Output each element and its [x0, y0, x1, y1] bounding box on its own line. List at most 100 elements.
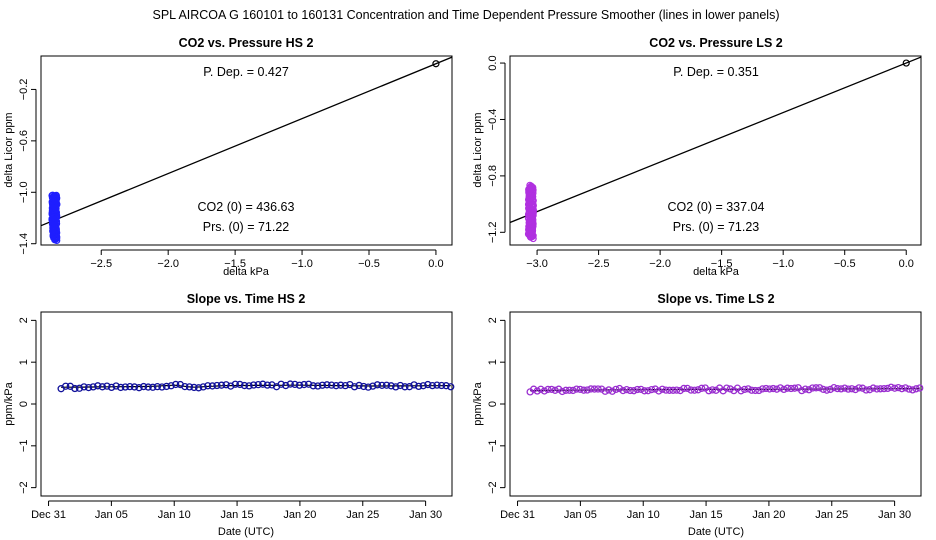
- data-point: [300, 380, 308, 389]
- x-tick-label: Jan 30: [409, 509, 442, 521]
- data-point: [647, 385, 656, 394]
- data-point: [744, 385, 752, 393]
- data-point: [268, 381, 276, 389]
- x-tick-label: Jan 05: [564, 509, 597, 521]
- data-point: [908, 386, 917, 394]
- data-point: [608, 387, 616, 395]
- x-tick-label: Jan 15: [690, 509, 723, 521]
- data-point: [690, 386, 699, 394]
- data-point: [98, 383, 107, 391]
- data-point: [680, 384, 688, 393]
- data-point: [217, 381, 226, 389]
- data-point: [673, 386, 681, 394]
- panel-title: Slope vs. Time HS 2: [187, 292, 306, 306]
- pressure-dependence-annotation: P. Dep. = 0.427: [203, 65, 289, 79]
- data-point: [387, 382, 395, 390]
- data-point: [819, 385, 827, 393]
- data-point: [916, 384, 924, 392]
- data-point: [526, 181, 534, 189]
- data-point: [883, 384, 892, 393]
- data-point: [833, 384, 842, 393]
- data-point: [830, 384, 838, 392]
- data-point: [869, 384, 877, 392]
- y-tick-label: −0.2: [18, 79, 30, 101]
- data-point: [837, 385, 845, 393]
- pressure-zero-annotation: Prs. (0) = 71.23: [673, 220, 760, 234]
- data-point: [912, 385, 920, 393]
- x-tick-label: Jan 20: [752, 509, 785, 521]
- data-point: [433, 381, 441, 389]
- data-point: [341, 382, 349, 390]
- data-point: [282, 381, 290, 390]
- data-point: [805, 386, 813, 394]
- data-point: [181, 382, 189, 391]
- data-point: [419, 382, 427, 390]
- data-point: [801, 385, 810, 393]
- data-point: [887, 383, 895, 391]
- data-point: [185, 383, 194, 391]
- data-point: [776, 384, 784, 392]
- data-point: [665, 386, 674, 394]
- data-point: [62, 382, 70, 390]
- plot-frame: [40, 311, 453, 497]
- y-tick-label: −1.2: [487, 221, 499, 243]
- data-point: [790, 384, 799, 392]
- data-point: [694, 386, 702, 394]
- y-tick-label: 0: [18, 401, 30, 407]
- data-point: [594, 385, 602, 393]
- data-point: [327, 381, 336, 389]
- data-point: [765, 385, 774, 393]
- x-tick-label: −0.5: [834, 258, 856, 270]
- data-point: [236, 380, 244, 389]
- data-point: [558, 387, 566, 396]
- data-point: [583, 386, 591, 394]
- x-tick-label: 0.0: [428, 258, 443, 270]
- data-point: [442, 382, 450, 390]
- y-tick-label: −1.4: [18, 233, 30, 255]
- data-point: [350, 383, 359, 391]
- data-point: [605, 386, 613, 394]
- data-point: [245, 382, 253, 390]
- data-point: [204, 382, 212, 390]
- x-tick-label: −0.5: [358, 258, 380, 270]
- data-point: [580, 386, 588, 394]
- data-point: [309, 382, 317, 390]
- data-point: [410, 381, 418, 389]
- data-point: [787, 384, 795, 393]
- data-point: [277, 380, 285, 388]
- data-point: [378, 381, 386, 390]
- x-tick-label: −3.0: [526, 258, 548, 270]
- data-point: [405, 383, 414, 391]
- panel-slope-vs-time-ls: Slope vs. Time LS 2 Dec 31 Jan 05 Jan 10 Ja…: [472, 292, 924, 538]
- regression-line: [41, 56, 452, 227]
- data-point: [808, 384, 817, 392]
- x-tick-label: Dec 31: [31, 509, 66, 521]
- data-point: [723, 384, 731, 392]
- data-point: [318, 381, 327, 389]
- data-point: [551, 386, 559, 394]
- data-point: [89, 383, 97, 391]
- data-point: [527, 182, 535, 191]
- data-point: [415, 382, 423, 391]
- x-tick-label: −1.5: [224, 258, 246, 270]
- data-point: [698, 384, 706, 392]
- data-point: [891, 384, 899, 392]
- data-point: [291, 380, 299, 389]
- y-tick-label: −0.8: [487, 165, 499, 187]
- data-point: [726, 385, 734, 393]
- data-point: [905, 385, 913, 393]
- data-point: [640, 387, 649, 395]
- data-point: [633, 385, 641, 394]
- data-point: [259, 380, 267, 388]
- data-point: [49, 191, 57, 199]
- data-point: [683, 384, 692, 393]
- data-point: [71, 384, 79, 393]
- data-point: [304, 380, 313, 388]
- x-tick-label: −2.0: [157, 258, 179, 270]
- data-point: [286, 380, 294, 388]
- data-point: [424, 380, 432, 389]
- data-point: [112, 382, 120, 390]
- data-point: [572, 385, 581, 393]
- data-point: [601, 387, 609, 395]
